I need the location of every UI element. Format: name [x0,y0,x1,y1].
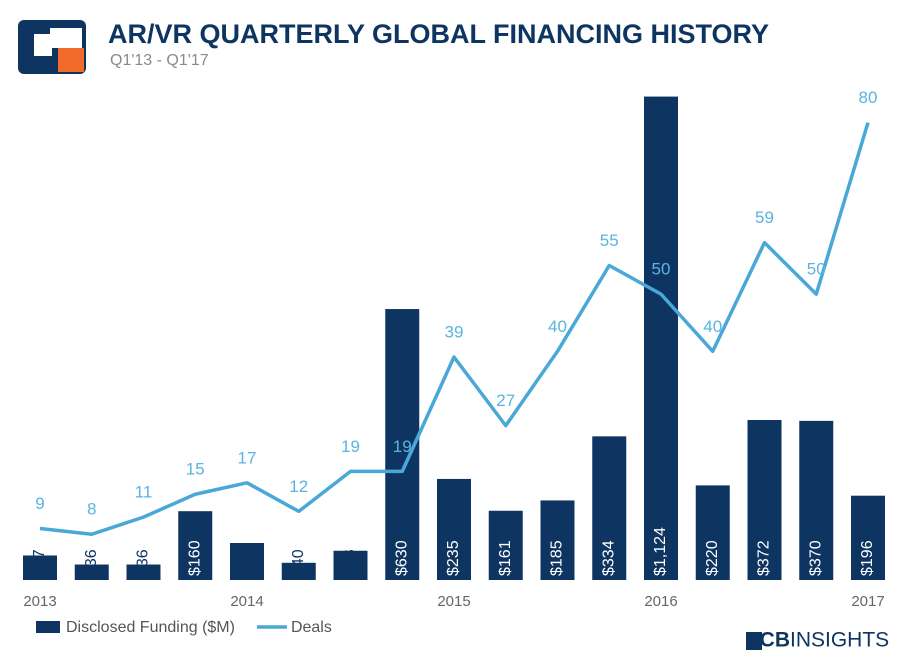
line-value-label: 39 [445,322,464,341]
bar-value-label: $235 [445,540,462,576]
bar-value-label: $185 [549,540,566,576]
logo-cut [50,28,82,48]
bar-value-label: $36 [83,549,100,576]
bar-value-label: $334 [600,540,617,576]
line-value-label: 9 [35,494,44,513]
logo-accent [58,48,84,72]
chart-title: AR/VR QUARTERLY GLOBAL FINANCING HISTORY [108,19,769,49]
line-value-label: 8 [87,500,96,519]
brand-text: INSIGHTS [790,629,889,652]
line [39,122,870,537]
bar [644,96,678,580]
bar [74,564,109,580]
x-tick-label: 2016 [644,593,677,610]
bar-value-label: $630 [393,540,410,576]
line-value-label: 55 [600,231,619,250]
bar [540,500,575,580]
line-value-label: 19 [393,437,412,456]
x-tick-label: 2015 [437,593,470,610]
bar [488,510,523,580]
bar [851,495,885,580]
chart-subtitle: Q1'13 - Q1'17 [110,52,209,69]
bar [230,543,264,580]
line-value-label: 50 [807,260,826,279]
bar [592,436,627,580]
bar [695,485,730,580]
bar-value-label: $1,124 [652,527,669,576]
bar [747,420,782,580]
bar [23,555,57,580]
line-value-label: 59 [755,208,774,227]
line-value-label: 50 [652,260,671,279]
legend-label: Disclosed Funding ($M) [66,619,235,636]
bar-value-label: $40 [290,549,307,576]
brand-icon [746,632,762,650]
bar [333,550,368,580]
x-tick-label: 2014 [230,593,263,610]
bar-value-label: $372 [756,540,773,576]
line-value-label: 40 [703,317,722,336]
line-value-label: 80 [859,88,878,107]
bar [178,511,213,580]
bar [437,478,471,580]
x-tick-label: 2013 [23,593,56,610]
bar-value-label: $86 [238,549,255,576]
line-value-label: 11 [135,483,153,502]
line-value-label: 40 [548,317,567,336]
bar-value-label: $220 [704,540,721,576]
bar-value-label: $36 [135,549,152,576]
bar [799,420,834,580]
line-value-label: 15 [186,460,205,479]
bar-value-label: $370 [807,540,824,576]
bar-value-label: $196 [859,540,876,576]
legend-label: Deals [291,619,332,636]
bar-value-label: $68 [342,549,359,576]
x-tick-label: 2017 [851,593,884,610]
bar [126,564,161,580]
legend-swatch [36,621,60,633]
logo [18,20,86,74]
bar-value-label: $160 [186,540,203,576]
logo-inner [34,34,52,56]
line-value-label: 19 [341,437,360,456]
bar-value-label: $161 [497,540,514,576]
bar [281,562,316,580]
line-value-label: 17 [238,448,257,467]
line-value-label: 27 [496,391,515,410]
brand-bold: CB [760,629,790,652]
bar-value-label: $57 [31,549,48,576]
line-value-label: 12 [289,477,308,496]
